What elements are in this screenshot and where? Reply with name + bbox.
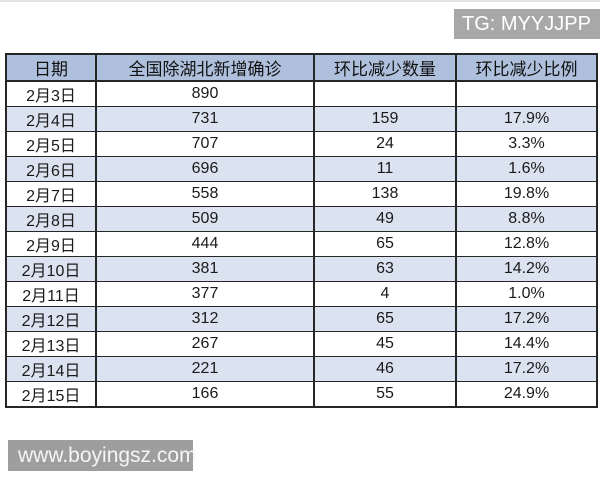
value-cell: 166 [95, 381, 315, 408]
value-cell: 221 [95, 356, 315, 382]
value-cell: 1.6% [455, 156, 598, 182]
value-cell: 312 [95, 306, 315, 332]
date-cell: 2月9日 [5, 231, 97, 257]
date-cell: 2月6日 [5, 156, 97, 182]
value-cell [313, 80, 457, 107]
value-cell: 24 [313, 131, 457, 157]
table-row: 2月6日 696 11 1.6% [5, 156, 598, 182]
value-cell: 45 [313, 331, 457, 357]
column-header: 日期 [5, 53, 97, 82]
table-row: 2月10日 381 63 14.2% [5, 256, 598, 282]
table-row: 2月12日 312 65 17.2% [5, 306, 598, 332]
table-row: 2月15日 166 55 24.9% [5, 381, 598, 408]
value-cell: 46 [313, 356, 457, 382]
site-watermark: www.boyingsz.com [8, 440, 197, 471]
value-cell: 17.9% [455, 106, 598, 132]
value-cell: 19.8% [455, 181, 598, 207]
date-cell: 2月12日 [5, 306, 97, 332]
value-cell: 65 [313, 231, 457, 257]
value-cell: 890 [95, 80, 315, 107]
table-row: 2月8日 509 49 8.8% [5, 206, 598, 232]
table-body: 2月3日 890 2月4日 731 159 17.9% 2月5日 707 24 3.3% 2月6日 6… [5, 80, 598, 408]
header-row: 日期 全国除湖北新增确诊 环比减少数量 环比减少比例 [5, 53, 598, 82]
date-cell: 2月7日 [5, 181, 97, 207]
value-cell: 14.2% [455, 256, 598, 282]
value-cell: 138 [313, 181, 457, 207]
date-cell: 2月3日 [5, 80, 97, 107]
value-cell: 707 [95, 131, 315, 157]
date-cell: 2月10日 [5, 256, 97, 282]
value-cell: 558 [95, 181, 315, 207]
value-cell: 444 [95, 231, 315, 257]
value-cell: 63 [313, 256, 457, 282]
table-row: 2月9日 444 65 12.8% [5, 231, 598, 257]
table-row: 2月13日 267 45 14.4% [5, 331, 598, 357]
value-cell: 509 [95, 206, 315, 232]
page-top-edge [0, 0, 600, 2]
table-header: 日期 全国除湖北新增确诊 环比减少数量 环比减少比例 [5, 53, 598, 82]
value-cell: 11 [313, 156, 457, 182]
value-cell: 377 [95, 281, 315, 307]
date-cell: 2月15日 [5, 381, 97, 408]
value-cell: 381 [95, 256, 315, 282]
value-cell: 267 [95, 331, 315, 357]
value-cell: 17.2% [455, 356, 598, 382]
date-cell: 2月8日 [5, 206, 97, 232]
date-cell: 2月13日 [5, 331, 97, 357]
value-cell: 1.0% [455, 281, 598, 307]
column-header: 环比减少比例 [455, 53, 598, 82]
value-cell: 696 [95, 156, 315, 182]
date-cell: 2月14日 [5, 356, 97, 382]
table-row: 2月14日 221 46 17.2% [5, 356, 598, 382]
date-cell: 2月4日 [5, 106, 97, 132]
column-header: 全国除湖北新增确诊 [95, 53, 315, 82]
value-cell: 12.8% [455, 231, 598, 257]
value-cell: 17.2% [455, 306, 598, 332]
table-row: 2月11日 377 4 1.0% [5, 281, 598, 307]
table-row: 2月5日 707 24 3.3% [5, 131, 598, 157]
date-cell: 2月11日 [5, 281, 97, 307]
value-cell: 24.9% [455, 381, 598, 408]
table-row: 2月7日 558 138 19.8% [5, 181, 598, 207]
column-header: 环比减少数量 [313, 53, 457, 82]
value-cell: 3.3% [455, 131, 598, 157]
date-cell: 2月5日 [5, 131, 97, 157]
value-cell: 49 [313, 206, 457, 232]
value-cell: 159 [313, 106, 457, 132]
tg-watermark-badge: TG: MYYJJPP [454, 9, 600, 39]
value-cell: 14.4% [455, 331, 598, 357]
table-row: 2月3日 890 [5, 80, 598, 107]
value-cell [455, 80, 598, 107]
data-table: 日期 全国除湖北新增确诊 环比减少数量 环比减少比例 2月3日 890 2月4日 731 15… [5, 53, 598, 408]
value-cell: 4 [313, 281, 457, 307]
value-cell: 55 [313, 381, 457, 408]
value-cell: 65 [313, 306, 457, 332]
value-cell: 8.8% [455, 206, 598, 232]
table-row: 2月4日 731 159 17.9% [5, 106, 598, 132]
value-cell: 731 [95, 106, 315, 132]
